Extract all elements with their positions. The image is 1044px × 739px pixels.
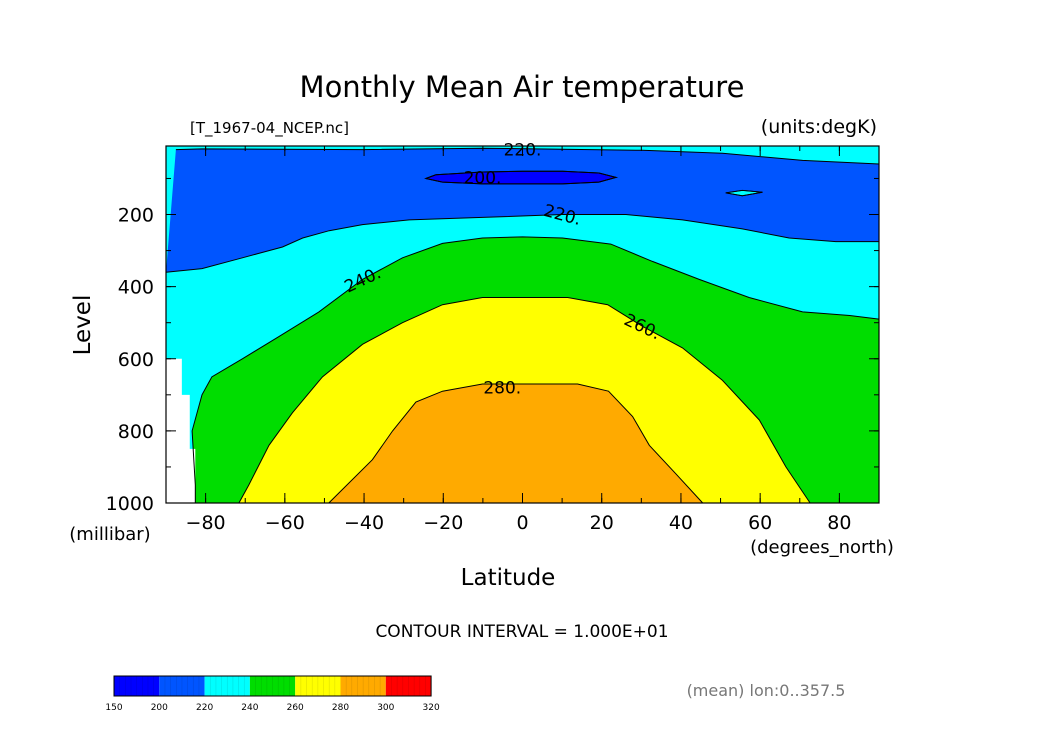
x-tick-label: −40 xyxy=(344,512,384,534)
contour-line-280 xyxy=(328,383,704,504)
legend-tick-label: 260 xyxy=(287,703,304,713)
contour-line-200 xyxy=(425,170,618,185)
x-tick-label: 0 xyxy=(516,512,528,534)
chart-title: Monthly Mean Air temperature xyxy=(300,70,745,104)
legend-tick-label: 300 xyxy=(377,703,394,713)
legend-frame xyxy=(113,675,432,697)
legend-tick-label: 200 xyxy=(151,703,168,713)
x-tick-label: −80 xyxy=(186,512,226,534)
legend-swatch xyxy=(114,676,160,696)
x-tick-label: 80 xyxy=(827,512,851,534)
legend-tick-label: 240 xyxy=(241,703,258,713)
x-tick-label: 60 xyxy=(748,512,772,534)
contour-line-220 xyxy=(165,214,879,273)
y-tick-label: 600 xyxy=(118,349,154,371)
y-axis-title: Level xyxy=(70,295,96,356)
contour-line-240 xyxy=(191,236,880,503)
contour-line-260 xyxy=(238,297,811,504)
x-axis-title: Latitude xyxy=(461,565,556,591)
legend-swatch xyxy=(159,676,205,696)
x-units-label: (degrees_north) xyxy=(750,537,894,558)
legend-tick-label: 320 xyxy=(423,703,440,713)
legend-swatch xyxy=(204,676,250,696)
mean-lon-note: (mean) lon:0..357.5 xyxy=(687,681,846,700)
band-200-220 xyxy=(166,148,879,273)
x-tick-label: 20 xyxy=(590,512,614,534)
contour-label: 200. xyxy=(464,168,502,188)
legend-swatch xyxy=(249,676,296,696)
legend-swatch xyxy=(340,676,386,696)
y-tick-label: 400 xyxy=(118,277,154,299)
legend-tick-label: 150 xyxy=(105,703,122,713)
contour-line-220 xyxy=(725,189,763,197)
x-tick-label: −60 xyxy=(265,512,305,534)
plot-area xyxy=(165,146,880,504)
legend-swatch xyxy=(385,676,432,696)
y-ticks: 200 400 600 800 1000 xyxy=(106,177,879,515)
band-280-300 xyxy=(328,384,703,503)
contour-interval-note: CONTOUR INTERVAL = 1.000E+01 xyxy=(375,622,668,642)
legend-tick-label: 220 xyxy=(196,703,213,713)
y-tick-label: 800 xyxy=(118,421,154,443)
x-ticks: −80 −60 −40 −20 0 20 40 60 80 xyxy=(165,146,880,534)
file-label: [T_1967-04_NCEP.nc] xyxy=(190,119,349,138)
missing-data xyxy=(166,358,196,503)
color-legend: 150 200 220 240 260 280 300 320 xyxy=(105,675,440,713)
legend-tick-label: 280 xyxy=(332,703,349,713)
contour-label: 280. xyxy=(483,379,521,399)
y-tick-label: 1000 xyxy=(106,493,154,515)
y-units-label: (millibar) xyxy=(69,524,150,545)
legend-swatch xyxy=(295,676,341,696)
y-tick-label: 200 xyxy=(118,205,154,227)
units-label: (units:degK) xyxy=(761,116,877,138)
x-tick-label: 40 xyxy=(669,512,693,534)
x-tick-label: −20 xyxy=(423,512,463,534)
